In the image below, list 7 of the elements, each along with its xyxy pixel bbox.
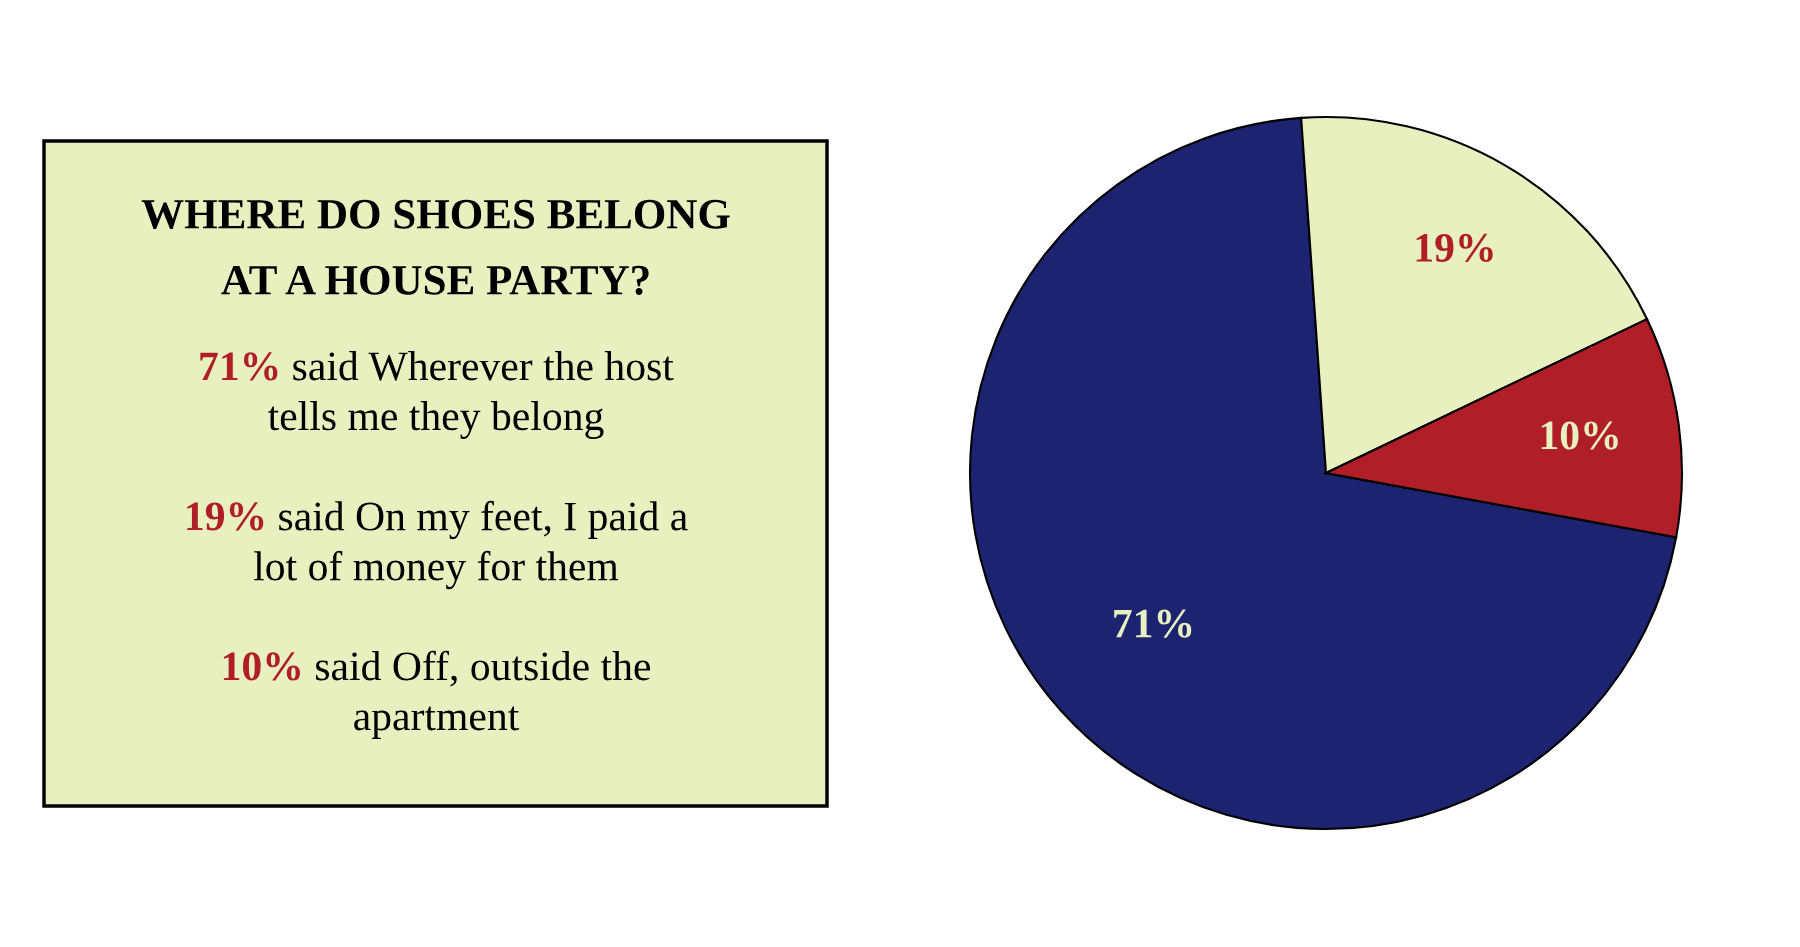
data-label: 71%: [1114, 609, 1192, 638]
data-label: 19%: [1416, 233, 1493, 263]
text: WHERE DO SHOES BELONG AT A HOUSE PARTY?: [141, 199, 730, 295]
text: 19% said On my feet, I paid a lot of money for them: [187, 500, 688, 590]
text: 71% said Wherever the host tells me they belong: [200, 351, 674, 439]
text: 10% said Off, outside the apartment: [223, 650, 651, 739]
data-label: 10%: [1541, 421, 1618, 450]
